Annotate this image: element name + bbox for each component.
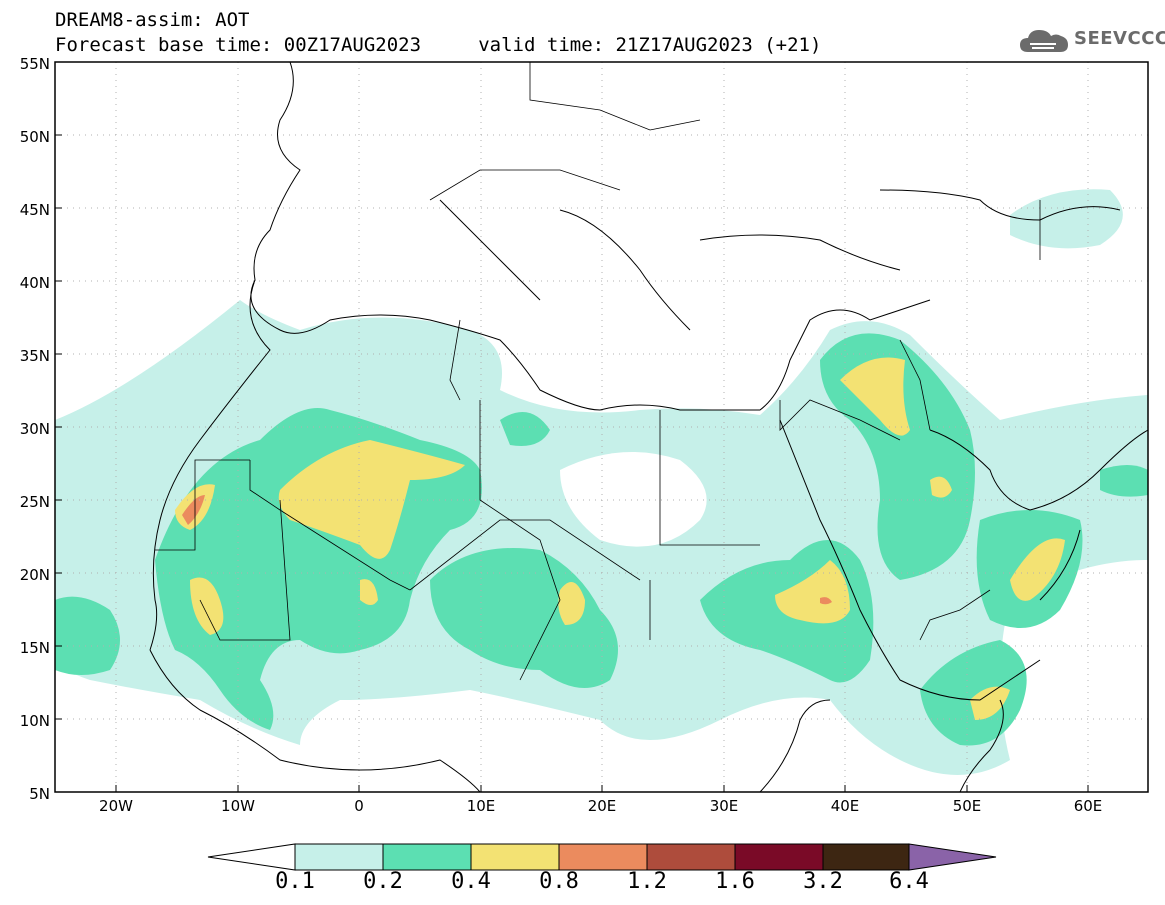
colorbar bbox=[207, 843, 997, 871]
colorbar-label: 0.8 bbox=[539, 869, 579, 894]
logo-text: SEEVCCC bbox=[1074, 28, 1165, 49]
lon-label: 60E bbox=[1073, 797, 1103, 815]
aot-contour-level-3 bbox=[840, 357, 910, 436]
colorbar-label: 6.4 bbox=[889, 869, 929, 894]
lon-label: 0 bbox=[354, 797, 364, 815]
aot-contour-level-3 bbox=[970, 686, 1010, 720]
colorbar-label: 0.2 bbox=[363, 869, 403, 894]
aot-contour-level-3 bbox=[775, 560, 850, 624]
lat-label: 55N bbox=[19, 55, 50, 73]
colorbar-segment bbox=[646, 843, 736, 871]
aot-contour-level-1 bbox=[560, 452, 707, 547]
lat-label: 45N bbox=[19, 201, 50, 219]
aot-contour-level-3 bbox=[360, 579, 378, 605]
aot-contour-level-1 bbox=[1010, 189, 1123, 249]
colorbar-label: 1.2 bbox=[627, 869, 667, 894]
aot-fields bbox=[55, 62, 1148, 792]
colorbar-segment bbox=[294, 843, 384, 871]
aot-contour-level-2 bbox=[1100, 465, 1148, 497]
lat-label: 5N bbox=[29, 785, 50, 803]
map-subtitle: Forecast base time: 00Z17AUG2023 valid t… bbox=[55, 34, 822, 56]
colorbar-extend-low bbox=[207, 843, 296, 871]
lon-label: 10E bbox=[466, 797, 496, 815]
lon-label: 30E bbox=[709, 797, 739, 815]
colorbar-label: 0.4 bbox=[451, 869, 491, 894]
seevccc-logo: SEEVCCC bbox=[1018, 22, 1165, 58]
lat-label: 35N bbox=[19, 347, 50, 365]
lon-label: 40E bbox=[830, 797, 860, 815]
aot-contour-level-2 bbox=[920, 640, 1027, 746]
aot-contour-level-4 bbox=[182, 495, 205, 525]
aot-contour-level-3 bbox=[190, 577, 224, 635]
map-title: DREAM8-assim: AOT bbox=[55, 9, 250, 31]
lat-label: 40N bbox=[19, 274, 50, 292]
colorbar-segment bbox=[822, 843, 910, 871]
aot-contour-level-3 bbox=[278, 440, 465, 559]
lon-label: 10W bbox=[221, 797, 255, 815]
colorbar-segment bbox=[558, 843, 648, 871]
coastlines bbox=[149, 62, 1148, 792]
lon-label: 20W bbox=[99, 797, 133, 815]
colorbar-label: 1.6 bbox=[715, 869, 755, 894]
colorbar-label: 0.1 bbox=[275, 869, 315, 894]
lon-label: 20E bbox=[587, 797, 617, 815]
colorbar-segment bbox=[470, 843, 560, 871]
lat-label: 20N bbox=[19, 566, 50, 584]
country-borders bbox=[155, 62, 1041, 681]
colorbar-segment bbox=[382, 843, 472, 871]
lat-label: 15N bbox=[19, 639, 50, 657]
colorbar-extend-high bbox=[908, 843, 997, 871]
axis-ticks bbox=[55, 61, 1089, 792]
lon-label: 50E bbox=[952, 797, 982, 815]
colorbar-label: 3.2 bbox=[803, 869, 843, 894]
aot-contour-level-3 bbox=[930, 476, 952, 498]
aot-contour-level-3 bbox=[558, 582, 585, 625]
lat-label: 30N bbox=[19, 420, 50, 438]
lat-label: 50N bbox=[19, 128, 50, 146]
aot-contour-level-3 bbox=[1010, 538, 1065, 601]
cloud-icon bbox=[1020, 30, 1068, 52]
lat-label: 10N bbox=[19, 712, 50, 730]
lat-label: 25N bbox=[19, 493, 50, 511]
colorbar-segment bbox=[734, 843, 824, 871]
lat-lon-grid bbox=[55, 62, 1148, 792]
aot-contour-level-4 bbox=[820, 597, 832, 605]
aot-contour-level-2 bbox=[500, 412, 550, 446]
aot-contour-level-2 bbox=[55, 596, 120, 675]
